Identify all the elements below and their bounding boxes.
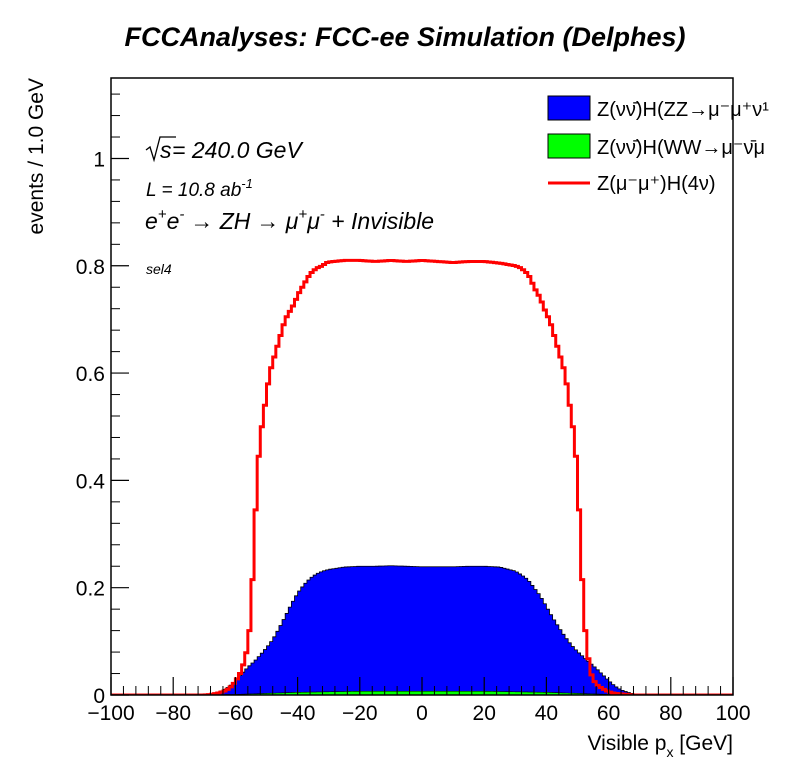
process-annotation: e+e- → ZH → μ+μ- + Invisible xyxy=(145,206,434,234)
lumi-value: 10.8 ab xyxy=(178,180,241,201)
legend-swatch-ww xyxy=(547,133,591,159)
process-e2-sup: - xyxy=(179,206,184,223)
sqrt-s-annotation: s = 240.0 GeV xyxy=(145,136,304,163)
luminosity-annotation: L = 10.8 ab-1 xyxy=(146,176,253,201)
x-axis-ticks: −100 −80 −60 −40 −20 0 20 40 60 80 100 xyxy=(87,677,751,725)
y-axis-ticks: 0 0.2 0.4 0.6 0.8 1 xyxy=(76,93,129,708)
process-e1: e xyxy=(145,208,158,234)
y-tick-label: 0.6 xyxy=(76,363,105,386)
x-axis-label-unit: [GeV] xyxy=(673,732,733,755)
selection-annotation: sel4 xyxy=(146,261,172,277)
y-axis-label: events / 1.0 GeV xyxy=(25,78,48,234)
x-tick-label: 0 xyxy=(416,702,428,725)
process-mu2-sup: - xyxy=(320,206,325,223)
x-axis-label: Visible px [GeV] xyxy=(587,732,733,760)
x-axis-label-sub: x xyxy=(666,744,673,760)
y-tick-label: 1 xyxy=(93,148,105,171)
legend: Z(νν̄)H(ZZ→μ⁻μ⁺ν¹ Z(νν̄)H(WW→μ⁻ν̄μ Z(μ⁻μ… xyxy=(547,95,769,195)
process-e2: e xyxy=(167,208,180,234)
series-zz-area xyxy=(111,565,733,695)
x-tick-label: 20 xyxy=(473,702,496,725)
x-tick-label: −20 xyxy=(342,702,378,725)
annotations: s = 240.0 GeV L = 10.8 ab-1 e+e- → ZH → μ+… xyxy=(145,136,434,277)
legend-label-ww: Z(νν̄)H(WW→μ⁻ν̄μ xyxy=(597,137,765,159)
x-tick-label: −80 xyxy=(155,702,191,725)
chart-title: FCCAnalyses: FCC-ee Simulation (Delphes) xyxy=(124,22,685,52)
x-axis-label-main: Visible p xyxy=(587,732,666,755)
series-layer xyxy=(111,258,733,695)
legend-label-4nu: Z(μ⁻μ⁺)H(4ν) xyxy=(597,173,716,195)
lumi-prefix: L = xyxy=(146,180,178,201)
y-tick-label: 0.2 xyxy=(76,578,105,601)
sqrt-s-number: 240.0 GeV xyxy=(191,137,305,163)
process-mu1: → μ xyxy=(256,208,298,234)
x-tick-label: 60 xyxy=(597,702,620,725)
sqrt-s-value: = 240.0 GeV xyxy=(172,137,304,163)
process-invisible: + Invisible xyxy=(325,208,434,234)
process-mu1-sup: + xyxy=(298,206,307,223)
sqrt-s-symbol: s xyxy=(160,137,172,163)
sqrt-s-equals: = xyxy=(172,137,192,163)
process-e1-sup: + xyxy=(158,206,167,223)
y-tick-label: 0 xyxy=(93,685,105,708)
sqrt-sign-icon xyxy=(145,136,176,163)
legend-label-zz: Z(νν̄)H(ZZ→μ⁻μ⁺ν¹ xyxy=(597,99,769,121)
y-tick-label: 0.8 xyxy=(76,256,105,279)
x-tick-label: −100 xyxy=(87,702,134,725)
legend-swatch-zz xyxy=(547,95,591,121)
x-tick-label: −40 xyxy=(280,702,316,725)
series-4nu-line xyxy=(111,258,733,695)
process-mu2: μ xyxy=(306,208,320,234)
x-tick-label: 100 xyxy=(715,702,750,725)
x-tick-label: 40 xyxy=(535,702,558,725)
lumi-exponent: -1 xyxy=(241,176,253,191)
process-zh: → ZH xyxy=(190,208,250,234)
x-tick-label: −60 xyxy=(218,702,254,725)
x-tick-label: 80 xyxy=(659,702,682,725)
y-tick-label: 0.4 xyxy=(76,470,106,493)
